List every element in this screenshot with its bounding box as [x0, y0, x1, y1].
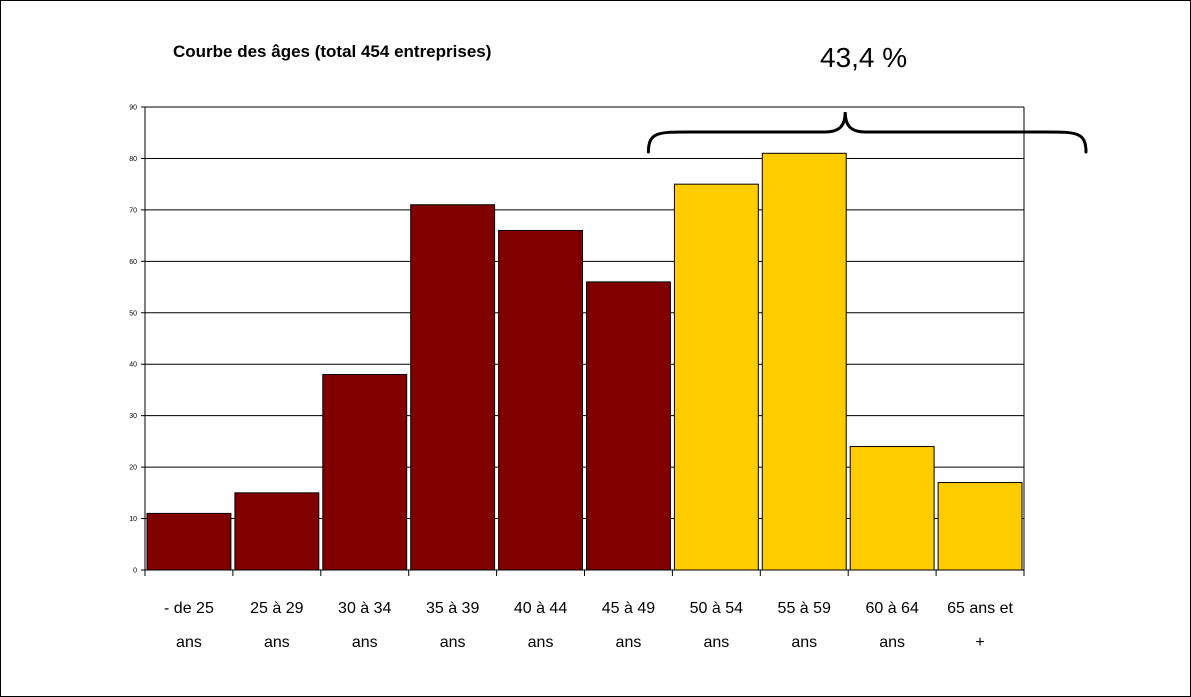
bar — [410, 204, 496, 571]
bar — [849, 446, 935, 571]
x-axis — [144, 569, 1025, 576]
x-category-label: 45 à 49 — [602, 600, 655, 617]
x-category-label: 65 ans et — [947, 600, 1013, 617]
y-tick-label: 60 — [129, 259, 137, 266]
bar — [761, 152, 847, 571]
x-category-label: ans — [352, 634, 378, 651]
x-category-label: ans — [879, 634, 905, 651]
x-category-label: 55 à 59 — [778, 600, 831, 617]
y-tick-label: 70 — [129, 207, 137, 214]
y-tick-label: 20 — [129, 465, 137, 472]
x-axis-labels: - de 25 ans 25 à 29 ans 30 à 34 ans 35 à 39 ans… — [164, 600, 1013, 651]
x-category-label: - de 25 — [164, 600, 214, 617]
y-tick-label: 10 — [129, 516, 137, 523]
bar — [234, 492, 320, 571]
y-tick-label: 50 — [129, 310, 137, 317]
y-tick-label: 40 — [129, 362, 137, 369]
x-category-label: ans — [791, 634, 817, 651]
bracket-brace — [646, 111, 1088, 154]
x-category-label: ans — [440, 634, 466, 651]
x-category-label: ans — [616, 634, 642, 651]
x-category-label: 50 à 54 — [690, 600, 743, 617]
x-category-label: ans — [528, 634, 554, 651]
chart-title: Courbe des âges (total 454 entreprises) — [173, 42, 492, 61]
gridlines — [144, 106, 1025, 571]
x-category-label: 35 à 39 — [426, 600, 479, 617]
x-category-label: 25 à 29 — [250, 600, 303, 617]
bar — [586, 281, 671, 571]
bracket-percentage-label: 43,4 % — [820, 42, 908, 73]
x-category-label: 40 à 44 — [514, 600, 567, 617]
y-tick-label: 0 — [133, 568, 137, 575]
y-axis-ticks: 0 10 20 30 40 50 60 70 80 90 — [129, 105, 145, 575]
bar — [322, 374, 408, 571]
y-tick-label: 80 — [129, 156, 137, 163]
x-category-label: 60 à 64 — [865, 600, 918, 617]
x-category-label: ans — [176, 634, 202, 651]
bar — [146, 512, 232, 571]
y-tick-label: 30 — [129, 413, 137, 420]
bar — [673, 183, 759, 571]
y-tick-label: 90 — [129, 105, 137, 112]
x-category-label: + — [975, 634, 984, 651]
x-category-label: 30 à 34 — [338, 600, 391, 617]
x-category-label: ans — [703, 634, 729, 651]
bar — [937, 482, 1023, 571]
bars — [146, 152, 1023, 571]
x-category-label: ans — [264, 634, 290, 651]
bar — [498, 229, 584, 571]
